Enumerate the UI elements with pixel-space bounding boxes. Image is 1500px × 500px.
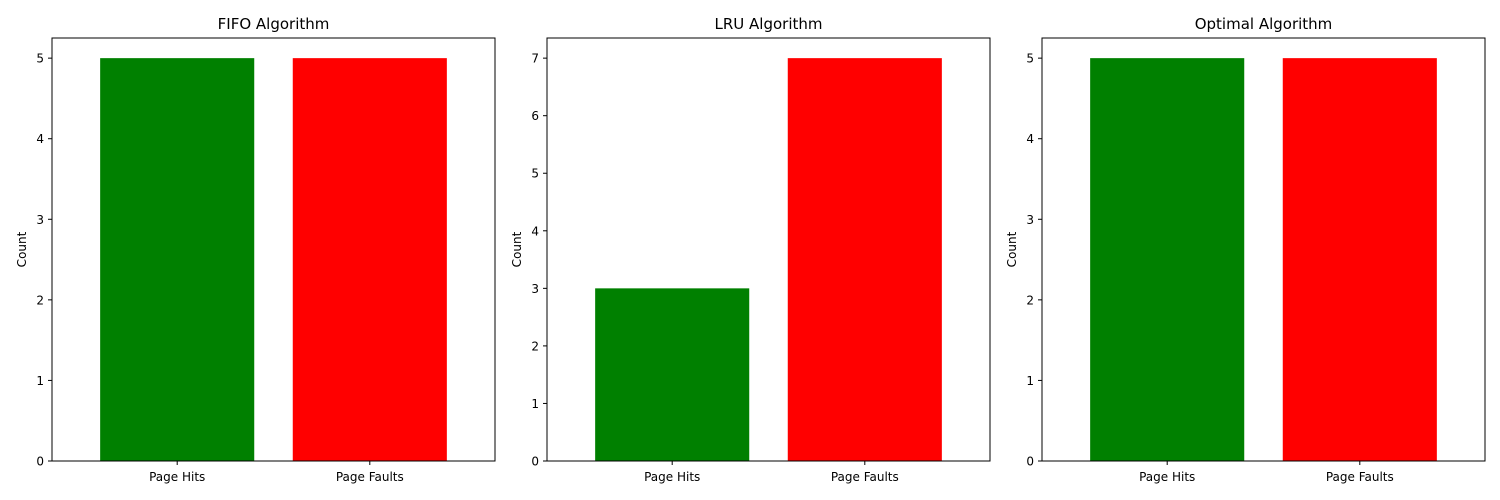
- axes-frame: [51, 37, 496, 462]
- y-tick-label: 6: [531, 109, 539, 123]
- y-tick-label: 2: [531, 339, 539, 353]
- y-axis-label: Count: [510, 231, 524, 267]
- y-tick-label: 7: [531, 52, 539, 66]
- y-tick-label: 1: [1026, 374, 1034, 388]
- y-tick-label: 0: [1026, 455, 1034, 469]
- y-tick-label: 2: [36, 293, 44, 307]
- y-tick-label: 5: [36, 52, 44, 66]
- y-tick-label: 1: [36, 374, 44, 388]
- axes-frame: [1041, 37, 1486, 462]
- bar-page-hits: [595, 288, 750, 461]
- y-axis-label: Count: [15, 231, 29, 267]
- y-axis-label: Count: [1005, 231, 1019, 267]
- x-tick-label: Page Hits: [149, 470, 205, 484]
- x-tick-label: Page Hits: [1139, 470, 1195, 484]
- x-tick-label: Page Faults: [831, 470, 899, 484]
- y-tick-label: 4: [36, 132, 44, 146]
- bar-page-faults: [1282, 58, 1437, 461]
- y-tick-label: 5: [1026, 52, 1034, 66]
- chart-panel-3: 0 1 2 3 4 5 Page Hits Page Faults Optimal Algori…: [1005, 15, 1486, 484]
- chart-title: Optimal Algorithm: [1195, 15, 1333, 33]
- y-tick-label: 5: [531, 167, 539, 181]
- chart-title: LRU Algorithm: [715, 15, 823, 33]
- y-tick-label: 3: [1026, 213, 1034, 227]
- x-tick-label: Page Hits: [644, 470, 700, 484]
- axes-frame: [546, 37, 991, 462]
- y-tick-label: 3: [36, 213, 44, 227]
- chart-panel-1: 0 1 2 3 4 5 Page Hits Page Faults FIFO Algorithm…: [15, 15, 496, 484]
- bar-page-faults: [787, 58, 942, 461]
- y-tick-label: 4: [1026, 132, 1034, 146]
- y-tick-label: 2: [1026, 293, 1034, 307]
- chart-panel-2: 0 1 2 3 4 5 6 7 Page Hits Page Faults LRU Algorith…: [510, 15, 991, 484]
- y-tick-label: 1: [531, 397, 539, 411]
- y-tick-label: 4: [531, 224, 539, 238]
- bar-page-hits: [100, 58, 255, 461]
- bar-page-hits: [1090, 58, 1245, 461]
- bar-page-faults: [292, 58, 447, 461]
- y-tick-label: 3: [531, 282, 539, 296]
- x-tick-label: Page Faults: [336, 470, 404, 484]
- y-tick-label: 0: [36, 455, 44, 469]
- x-tick-label: Page Faults: [1326, 470, 1394, 484]
- y-tick-label: 0: [531, 455, 539, 469]
- chart-title: FIFO Algorithm: [218, 15, 330, 33]
